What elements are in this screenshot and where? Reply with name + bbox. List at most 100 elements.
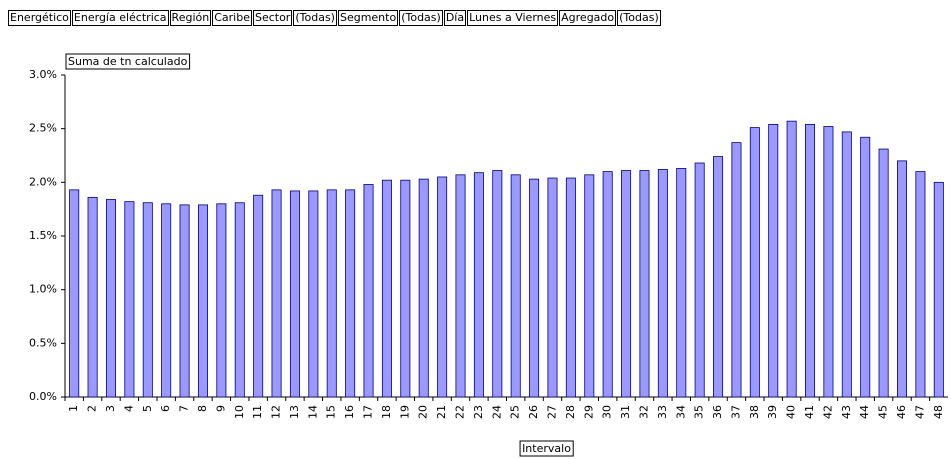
filter-label: Día xyxy=(443,10,467,26)
x-tick-label: 48 xyxy=(932,405,945,419)
bar xyxy=(749,127,760,398)
bar xyxy=(841,131,852,398)
x-tick-label: 36 xyxy=(711,405,724,419)
y-tick-label: 0.5% xyxy=(29,336,57,349)
bar xyxy=(124,201,135,398)
x-tick-label: 30 xyxy=(601,405,614,419)
x-tick-label: 41 xyxy=(803,405,816,419)
x-tick-label: 43 xyxy=(840,405,853,419)
x-tick-label: 8 xyxy=(196,405,209,412)
bar xyxy=(234,202,245,398)
filter-value[interactable]: Energía eléctrica xyxy=(71,10,169,26)
bar xyxy=(529,178,540,398)
x-tick-label: 34 xyxy=(674,405,687,419)
x-tick-label: 40 xyxy=(785,405,798,419)
filter-value[interactable]: (Todas) xyxy=(617,10,661,26)
x-tick-label: 12 xyxy=(270,405,283,419)
x-tick-label: 4 xyxy=(122,405,135,412)
filter-bar: Energético Energía eléctrica Región Caribe S… xyxy=(8,10,662,26)
x-tick-label: 28 xyxy=(564,405,577,419)
filter-label: Agregado xyxy=(559,10,617,26)
bar xyxy=(805,123,816,398)
bar xyxy=(768,123,779,398)
x-tick-label: 21 xyxy=(435,405,448,419)
y-tick-label: 1.0% xyxy=(29,283,57,296)
x-tick-label: 9 xyxy=(214,405,227,412)
y-tick-label: 3.0% xyxy=(29,68,57,81)
bar xyxy=(345,189,356,398)
bar xyxy=(565,177,576,398)
y-tick-label: 1.5% xyxy=(29,229,57,242)
bar xyxy=(639,170,650,398)
filter-value[interactable]: Caribe xyxy=(212,10,252,26)
chart-title-frame xyxy=(65,53,191,70)
x-tick-label: 42 xyxy=(821,405,834,419)
filter-value[interactable]: (Todas) xyxy=(399,10,443,26)
bar xyxy=(197,204,208,398)
bar xyxy=(308,190,319,398)
bar xyxy=(860,136,871,398)
bar xyxy=(418,178,429,398)
x-tick-label: 45 xyxy=(877,405,890,419)
bar xyxy=(676,167,687,398)
x-tick-label: 2 xyxy=(86,405,99,412)
x-tick-label: 19 xyxy=(398,405,411,419)
x-tick-label: 22 xyxy=(454,405,467,419)
x-tick-label: 24 xyxy=(490,405,503,419)
filter-value[interactable]: (Todas) xyxy=(293,10,337,26)
bar xyxy=(933,181,944,398)
x-tick-label: 11 xyxy=(251,405,264,419)
x-tick-label: 5 xyxy=(141,405,154,412)
x-tick-label: 17 xyxy=(362,405,375,419)
x-tick-label: 1 xyxy=(67,405,80,412)
x-tick-label: 35 xyxy=(693,405,706,419)
filter-label: Sector xyxy=(252,10,293,26)
bar xyxy=(878,148,889,398)
bar xyxy=(510,174,521,398)
bar xyxy=(437,176,448,398)
x-tick-label: 7 xyxy=(178,405,191,412)
x-tick-label: 26 xyxy=(527,405,540,419)
x-axis-title: Intervalo xyxy=(522,442,571,455)
bar xyxy=(142,202,153,398)
bar xyxy=(657,169,668,398)
bar xyxy=(271,189,282,398)
x-tick-label: 38 xyxy=(748,405,761,419)
bar xyxy=(584,174,595,398)
bar xyxy=(713,156,724,398)
x-tick-label: 25 xyxy=(509,405,522,419)
x-tick-label: 18 xyxy=(380,405,393,419)
bar xyxy=(731,142,742,398)
bar xyxy=(289,190,300,398)
filter-label: Energético xyxy=(8,10,71,26)
x-tick-label: 39 xyxy=(766,405,779,419)
chart-title: Suma de tn calculado xyxy=(68,55,188,68)
bar xyxy=(216,203,227,398)
x-tick-label: 27 xyxy=(545,405,558,419)
bar xyxy=(915,171,926,398)
bar xyxy=(823,126,834,398)
bar xyxy=(381,179,392,398)
x-tick-label: 14 xyxy=(306,405,319,419)
bar xyxy=(87,196,98,398)
x-axis-title-box: Intervalo xyxy=(519,440,574,457)
bar xyxy=(326,189,337,398)
bar xyxy=(161,203,172,398)
filter-label: Región xyxy=(169,10,212,26)
bar xyxy=(69,189,80,398)
bar xyxy=(179,204,190,398)
x-tick-label: 32 xyxy=(637,405,650,419)
bar xyxy=(786,120,797,398)
filter-value[interactable]: Lunes a Viernes xyxy=(467,10,559,26)
bar xyxy=(694,162,705,398)
y-tick-label: 2.0% xyxy=(29,175,57,188)
chart-title-box: Suma de tn calculado xyxy=(65,53,191,70)
x-tick-label: 46 xyxy=(895,405,908,419)
x-tick-label: 44 xyxy=(858,405,871,419)
x-axis-title-frame xyxy=(519,440,574,457)
bar xyxy=(897,160,908,398)
bar xyxy=(492,170,503,398)
filter-label: Segmento xyxy=(337,10,399,26)
